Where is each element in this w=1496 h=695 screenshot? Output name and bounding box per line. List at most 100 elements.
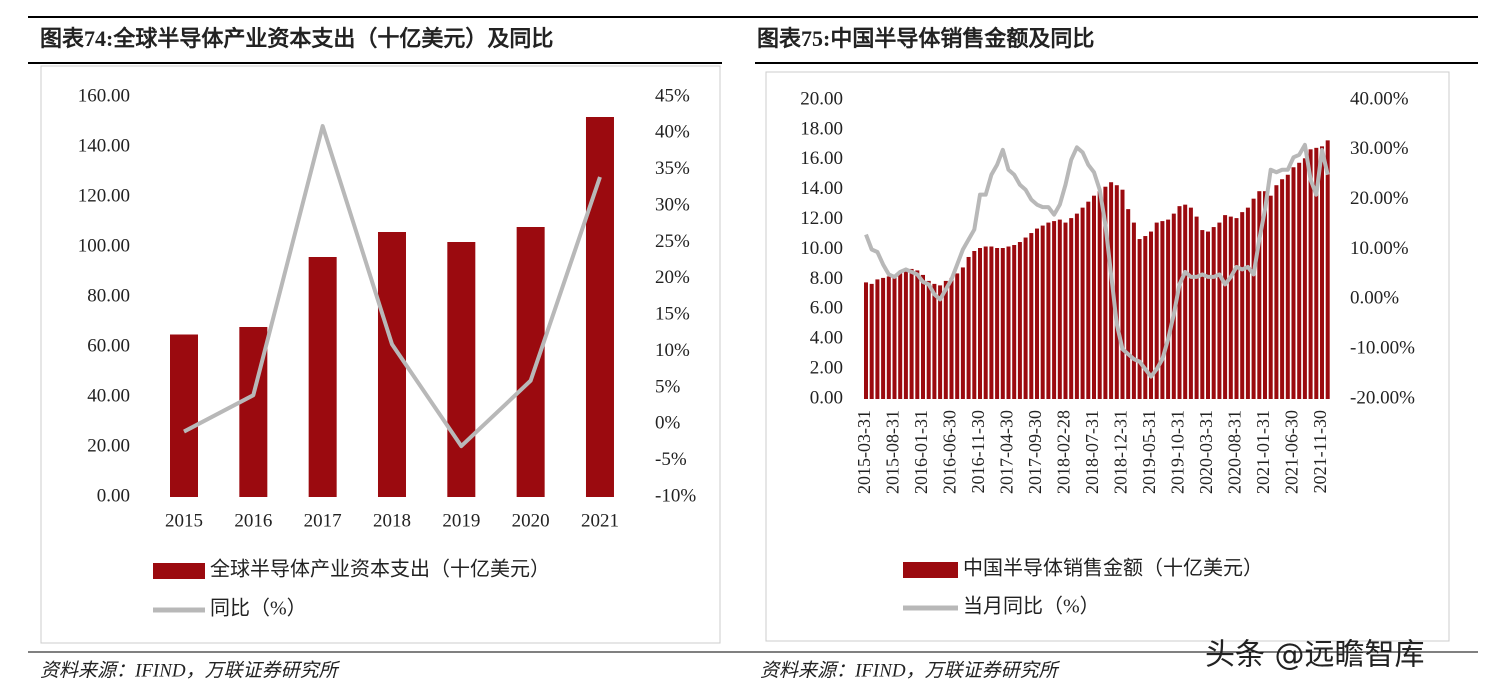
y-tick-label: 160.00: [78, 85, 130, 106]
bar: [447, 242, 476, 497]
y-tick-label: 12.00: [800, 208, 843, 229]
bar: [1234, 218, 1239, 399]
bar: [864, 282, 868, 399]
bar: [1035, 228, 1039, 399]
bar: [972, 250, 977, 399]
bar: [170, 334, 198, 497]
bar: [949, 277, 954, 399]
bar: [881, 277, 886, 399]
legend-label: 全球半导体产业资本支出（十亿美元）: [210, 558, 550, 581]
bar: [1325, 140, 1330, 400]
bar: [1206, 231, 1210, 399]
bar: [943, 280, 948, 399]
x-tick-label: 2015-03-31: [854, 410, 874, 494]
x-tick-label: 2020-08-31: [1225, 410, 1245, 494]
y-tick-label: 2.00: [810, 357, 843, 378]
bar: [1160, 221, 1165, 399]
bar: [1137, 239, 1142, 399]
bar: [516, 227, 545, 497]
y2-tick-label: -10%: [655, 485, 696, 506]
y-tick-label: 120.00: [78, 185, 130, 206]
x-tick-label: 2017: [304, 510, 342, 531]
bar: [1120, 189, 1125, 399]
bar: [1200, 230, 1205, 399]
bar: [892, 274, 897, 399]
y2-tick-label: 45%: [655, 85, 690, 106]
x-tick-label: 2015-08-31: [883, 410, 903, 494]
y-tick-label: 60.00: [87, 335, 130, 356]
x-tick-label: 2020: [512, 510, 550, 531]
bar: [1006, 246, 1011, 399]
bar: [1188, 207, 1193, 399]
bar: [1114, 185, 1119, 399]
y-tick-label: 140.00: [78, 135, 130, 156]
bar: [1046, 222, 1051, 399]
bar: [1149, 231, 1153, 399]
bar: [983, 246, 988, 399]
y2-tick-label: 40.00%: [1350, 88, 1409, 109]
legend-label: 同比（%）: [210, 597, 307, 620]
bar: [875, 279, 880, 399]
bar: [1012, 245, 1017, 399]
bar: [1257, 191, 1262, 399]
x-tick-label: 2016-01-31: [911, 410, 931, 494]
x-tick-label: 2016-06-30: [940, 410, 960, 494]
line: [183, 124, 602, 449]
legend-swatch: [903, 562, 958, 578]
y-tick-label: 80.00: [87, 285, 130, 306]
y2-tick-label: 25%: [655, 231, 690, 252]
y-tick-label: 20.00: [87, 435, 130, 456]
y2-tick-label: 30.00%: [1350, 138, 1409, 159]
bar: [1052, 221, 1057, 399]
x-tick-label: 2018-02-28: [1054, 410, 1074, 494]
y2-tick-label: -5%: [655, 449, 687, 470]
bar: [909, 268, 914, 399]
bar: [966, 256, 971, 399]
y2-tick-label: 0%: [655, 413, 681, 434]
x-tick-label: 2016-11-30: [968, 410, 988, 493]
bar: [1086, 201, 1091, 399]
bar: [1000, 248, 1005, 399]
x-tick-label: 2018-12-31: [1111, 410, 1131, 494]
x-tick-label: 2019: [442, 510, 480, 531]
legend-label: 当月同比（%）: [963, 595, 1100, 618]
y-tick-label: 0.00: [97, 485, 130, 506]
bar: [1057, 219, 1062, 399]
y-tick-label: 18.00: [800, 118, 843, 139]
bar: [1320, 146, 1324, 399]
y2-tick-label: 35%: [655, 158, 690, 179]
bar: [1297, 162, 1302, 399]
bar: [585, 117, 614, 497]
chart-frame: [40, 65, 721, 644]
y2-tick-label: 5%: [655, 376, 681, 397]
x-tick-label: 2021-06-30: [1282, 410, 1302, 494]
bar: [1074, 213, 1079, 399]
y-tick-label: 8.00: [810, 268, 843, 289]
bar: [1274, 185, 1279, 399]
y2-tick-label: 10.00%: [1350, 238, 1409, 259]
y-tick-label: 6.00: [810, 298, 843, 319]
line: [864, 142, 1330, 379]
bar: [1154, 222, 1159, 399]
y-tick-label: 0.00: [810, 387, 843, 408]
bar: [1080, 207, 1085, 399]
x-tick-label: 2017-09-30: [1025, 410, 1045, 494]
chart-title: 图表75:中国半导体销售金额及同比: [757, 26, 1094, 51]
x-tick-label: 2018: [373, 510, 411, 531]
legend-label: 中国半导体销售金额（十亿美元）: [963, 557, 1263, 580]
source-note: 资料来源：IFIND，万联证券研究所: [40, 659, 341, 681]
bar: [1103, 186, 1108, 399]
x-tick-label: 2019-10-31: [1168, 410, 1188, 494]
bar: [1211, 227, 1216, 399]
bar: [377, 232, 406, 497]
y-tick-label: 100.00: [78, 235, 130, 256]
bar: [869, 283, 874, 399]
chart-title: 图表74:全球半导体产业资本支出（十亿美元）及同比: [40, 26, 553, 51]
y2-tick-label: 20.00%: [1350, 188, 1409, 209]
y2-tick-label: 0.00%: [1350, 288, 1399, 309]
bar: [1223, 215, 1228, 399]
y-tick-label: 14.00: [800, 178, 843, 199]
bar: [1092, 195, 1096, 399]
bar: [1029, 233, 1034, 399]
